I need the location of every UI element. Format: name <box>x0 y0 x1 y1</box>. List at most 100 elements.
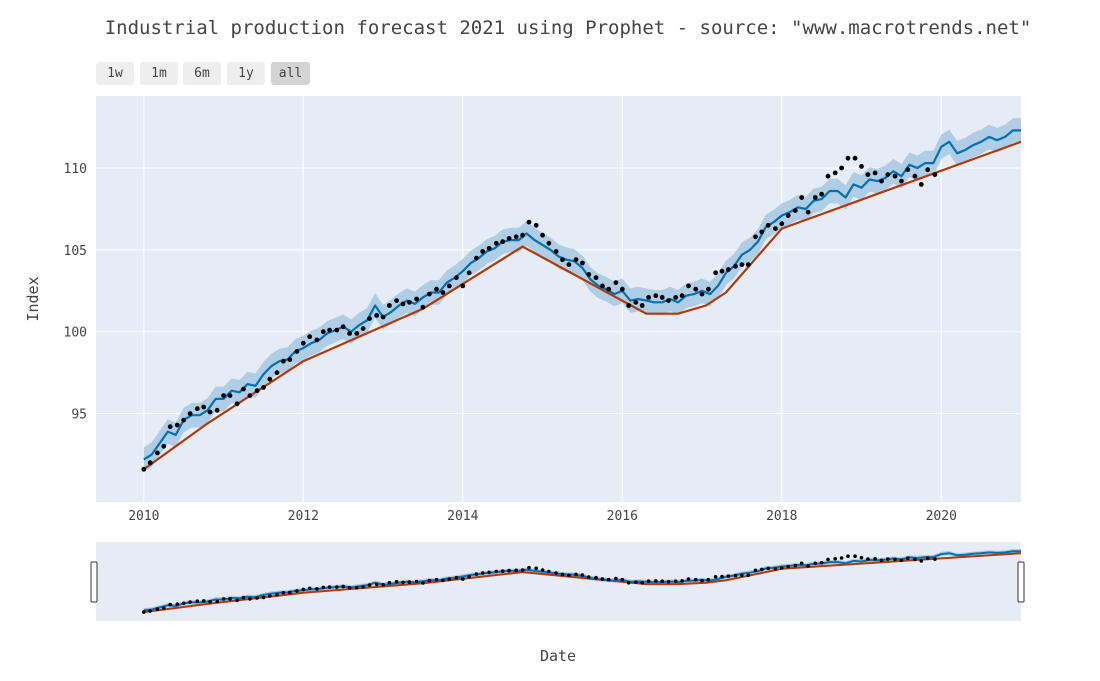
slider-actual-point <box>746 573 751 578</box>
slider-actual-point <box>780 566 784 570</box>
slider-actual-point <box>726 574 731 578</box>
slider-actual-point <box>925 556 930 560</box>
actual-data-point <box>414 296 419 302</box>
actual-data-point <box>600 283 605 289</box>
actual-data-point <box>925 167 931 173</box>
actual-data-point <box>327 327 332 333</box>
slider-actual-point <box>666 580 671 584</box>
range-button-1y[interactable]: 1y <box>227 62 265 85</box>
slider-actual-point <box>514 568 518 573</box>
actual-data-point <box>394 298 399 303</box>
range-slider-left-handle[interactable] <box>90 561 98 603</box>
actual-data-point <box>480 249 486 254</box>
actual-data-point <box>407 299 412 305</box>
series-lines <box>143 129 1022 471</box>
actual-data-point <box>546 240 552 246</box>
slider-actual-point <box>155 607 160 611</box>
actual-data-point <box>725 267 731 272</box>
actual-data-point <box>646 295 651 300</box>
actual-data-point <box>639 303 645 308</box>
actual-data-point <box>899 178 904 184</box>
grid-lines <box>96 96 1021 502</box>
slider-actual-point <box>886 557 890 561</box>
slider-actual-point <box>567 573 571 578</box>
slider-actual-point <box>394 580 399 584</box>
actual-data-point <box>699 291 705 297</box>
slider-actual-point <box>487 570 491 575</box>
actual-data-point <box>493 240 499 246</box>
slider-actual-point <box>407 580 412 584</box>
actual-data-point <box>347 331 352 336</box>
actual-data-point <box>155 450 160 456</box>
actual-data-point <box>799 195 805 200</box>
slider-actual-point <box>574 572 578 577</box>
range-slider[interactable] <box>96 542 1021 621</box>
actual-data-point <box>267 376 273 382</box>
slider-actual-point <box>614 576 618 581</box>
actual-data-point <box>540 232 545 238</box>
actual-data-point <box>573 257 579 263</box>
slider-actual-point <box>520 568 525 572</box>
range-button-1m[interactable]: 1m <box>140 62 178 85</box>
actual-data-point <box>872 170 878 176</box>
slider-actual-point <box>713 575 718 579</box>
slider-actual-point <box>879 558 884 563</box>
slider-actual-point <box>221 597 226 601</box>
slider-actual-point <box>833 557 837 561</box>
slider-actual-point <box>507 568 511 573</box>
actual-data-point <box>167 424 173 430</box>
actual-data-point <box>773 226 778 232</box>
actual-data-point <box>314 337 320 343</box>
forecast-line <box>143 129 1021 461</box>
y-tick-label: 110 <box>64 162 87 177</box>
slider-actual-point <box>933 557 937 561</box>
actual-data-point <box>360 326 366 331</box>
slider-actual-point <box>474 572 479 576</box>
slider-actual-point <box>188 600 192 604</box>
actual-data-point <box>593 275 599 281</box>
slider-actual-point <box>686 577 691 581</box>
actual-data-point <box>261 385 266 390</box>
range-slider-preview <box>142 549 1022 614</box>
actual-data-point <box>560 257 565 263</box>
slider-actual-point <box>527 565 531 570</box>
actual-data-point <box>852 155 858 161</box>
actual-data-point <box>892 173 898 179</box>
actual-data-point <box>673 295 679 300</box>
actual-data-point <box>653 293 659 299</box>
slider-actual-point <box>806 564 810 568</box>
plot-area[interactable] <box>96 96 1021 502</box>
actual-data-point <box>460 283 466 289</box>
y-axis-ticks: 95 100 105 110 <box>64 162 87 423</box>
actual-data-point <box>380 314 386 320</box>
range-button-6m[interactable]: 6m <box>183 62 221 85</box>
actual-data-point <box>174 422 180 428</box>
actual-data-point <box>187 411 193 416</box>
actual-data-point <box>580 260 585 266</box>
range-slider-right-handle[interactable] <box>1017 561 1025 603</box>
slider-actual-point <box>654 579 658 583</box>
slider-actual-point <box>148 609 152 613</box>
range-button-1w[interactable]: 1w <box>96 62 134 85</box>
slider-actual-point <box>268 594 272 598</box>
slider-actual-point <box>786 564 790 569</box>
slider-actual-point <box>215 599 219 604</box>
slider-actual-point <box>255 596 259 600</box>
slider-actual-point <box>853 554 857 558</box>
slider-actual-point <box>680 579 684 583</box>
x-tick-label: 2012 <box>288 509 319 524</box>
slider-actual-point <box>427 578 432 583</box>
actual-data-point <box>254 388 260 394</box>
actual-data-point <box>679 293 685 299</box>
actual-data-point <box>905 167 911 173</box>
x-tick-label: 2014 <box>447 509 478 524</box>
slider-actual-point <box>826 557 830 562</box>
actual-data-point <box>440 290 446 295</box>
range-button-all[interactable]: all <box>271 62 310 85</box>
y-tick-label: 100 <box>64 326 87 341</box>
actual-data-point <box>241 386 246 392</box>
actual-data-point <box>765 222 771 228</box>
actual-data-point <box>819 191 824 197</box>
slider-actual-point <box>355 585 359 590</box>
actual-data-point <box>201 404 207 410</box>
